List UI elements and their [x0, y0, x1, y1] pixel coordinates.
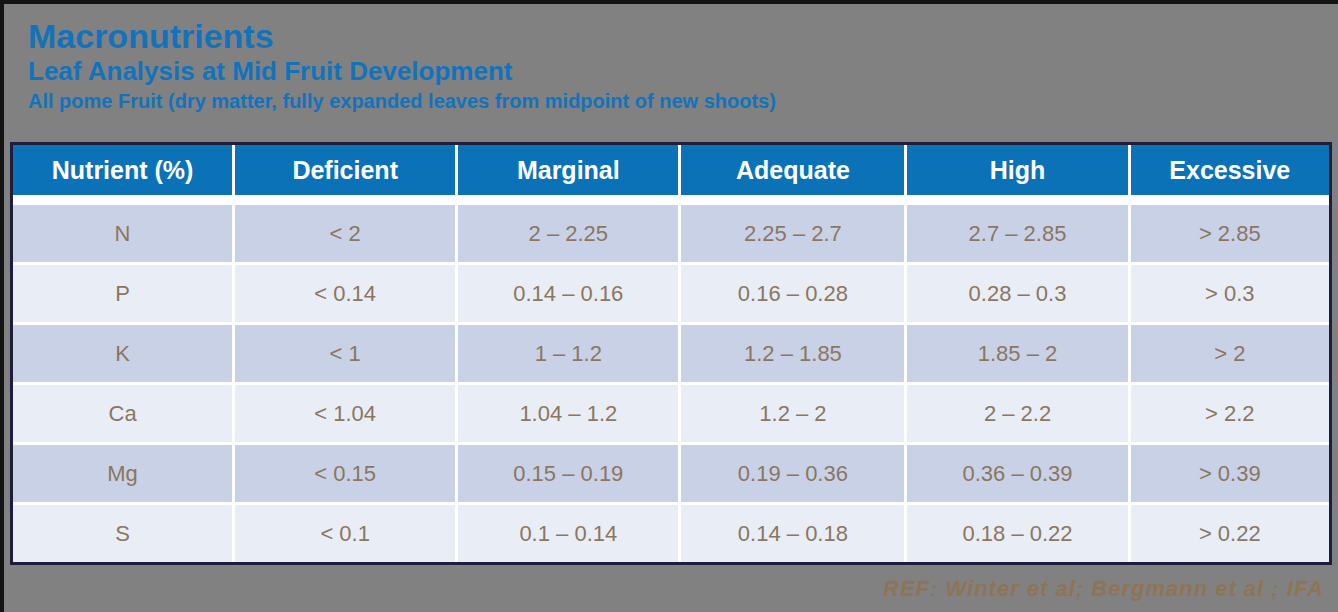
table-cell-mg-adequate: 0.19 – 0.36 — [681, 445, 904, 502]
nutrient-table: Nutrient (%) Deficient Marginal Adequate… — [10, 142, 1332, 565]
table-cell-p-adequate: 0.16 – 0.28 — [681, 265, 904, 322]
table-cell-n-marginal: 2 – 2.25 — [458, 205, 678, 262]
table-cell-n-high: 2.7 – 2.85 — [907, 205, 1127, 262]
column-header-excessive: Excessive — [1131, 145, 1329, 195]
table-cell-p-high: 0.28 – 0.3 — [907, 265, 1127, 322]
table-cell-p-marginal: 0.14 – 0.16 — [458, 265, 678, 322]
table-cell-s-label: S — [13, 505, 232, 562]
table-cell-s-marginal: 0.1 – 0.14 — [458, 505, 678, 562]
table-cell-n-excessive: > 2.85 — [1131, 205, 1329, 262]
table-cell-s-deficient: < 0.1 — [235, 505, 455, 562]
table-cell-k-marginal: 1 – 1.2 — [458, 325, 678, 382]
reference-citation: REF: Winter et al; Bergmann et al ; IFA — [883, 576, 1324, 602]
table-cell-s-excessive: > 0.22 — [1131, 505, 1329, 562]
table-cell-mg-label: Mg — [13, 445, 232, 502]
page-subtitle-detail: All pome Fruit (dry matter, fully expand… — [28, 88, 1338, 114]
table-cell-mg-marginal: 0.15 – 0.19 — [458, 445, 678, 502]
column-header-adequate: Adequate — [681, 145, 904, 195]
table-cell-p-deficient: < 0.14 — [235, 265, 455, 322]
table-cell-ca-high: 2 – 2.2 — [907, 385, 1127, 442]
column-header-deficient: Deficient — [235, 145, 455, 195]
table-cell-k-high: 1.85 – 2 — [907, 325, 1127, 382]
table-cell-n-deficient: < 2 — [235, 205, 455, 262]
table-cell-mg-high: 0.36 – 0.39 — [907, 445, 1127, 502]
table-cell-mg-deficient: < 0.15 — [235, 445, 455, 502]
table-cell-ca-label: Ca — [13, 385, 232, 442]
title-block: Macronutrients Leaf Analysis at Mid Frui… — [4, 4, 1338, 114]
table-cell-p-excessive: > 0.3 — [1131, 265, 1329, 322]
slide: Macronutrients Leaf Analysis at Mid Frui… — [0, 0, 1338, 612]
table-cell-ca-excessive: > 2.2 — [1131, 385, 1329, 442]
table-cell-s-high: 0.18 – 0.22 — [907, 505, 1127, 562]
table-cell-k-adequate: 1.2 – 1.85 — [681, 325, 904, 382]
table-cell-k-deficient: < 1 — [235, 325, 455, 382]
table-cell-n-adequate: 2.25 – 2.7 — [681, 205, 904, 262]
column-header-nutrient: Nutrient (%) — [13, 145, 232, 195]
table-cell-ca-marginal: 1.04 – 1.2 — [458, 385, 678, 442]
page-title: Macronutrients — [28, 18, 1338, 55]
page-subtitle: Leaf Analysis at Mid Fruit Development — [28, 55, 1338, 88]
table-cell-ca-deficient: < 1.04 — [235, 385, 455, 442]
table-cell-k-excessive: > 2 — [1131, 325, 1329, 382]
table-cell-n-label: N — [13, 205, 232, 262]
table-cell-ca-adequate: 1.2 – 2 — [681, 385, 904, 442]
table-cell-k-label: K — [13, 325, 232, 382]
table-cell-s-adequate: 0.14 – 0.18 — [681, 505, 904, 562]
column-header-marginal: Marginal — [458, 145, 678, 195]
table-cell-mg-excessive: > 0.39 — [1131, 445, 1329, 502]
table-cell-p-label: P — [13, 265, 232, 322]
column-header-high: High — [907, 145, 1127, 195]
